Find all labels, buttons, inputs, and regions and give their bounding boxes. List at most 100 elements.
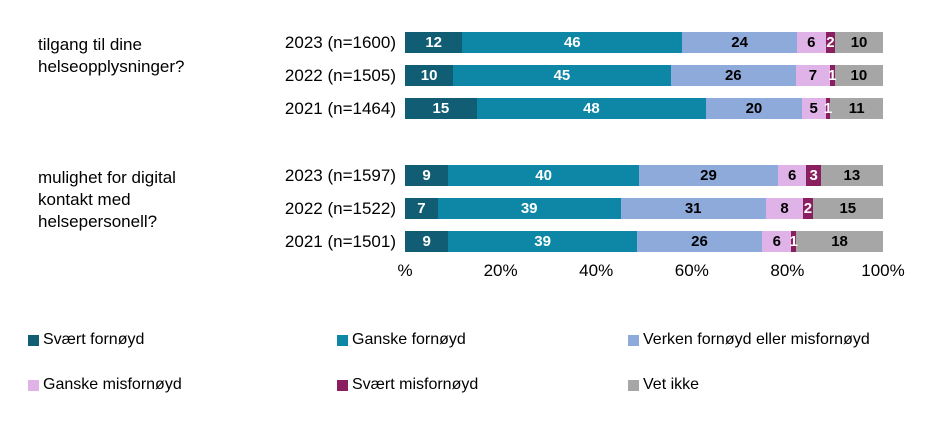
bar-segment: 15 — [405, 98, 477, 119]
segment-value: 13 — [843, 167, 861, 184]
bar-row: 2021 (n=1464) 15 48 20 5 1 11 — [237, 98, 937, 119]
segment-value: 29 — [700, 167, 717, 184]
legend-item: Vet ikke — [628, 375, 870, 395]
legend-item: Ganske fornøyd — [337, 330, 628, 350]
segment-value: 5 — [809, 100, 818, 117]
bar-segment: 9 — [405, 231, 449, 252]
legend: Svært fornøyd Ganske fornøyd Verken fornøy… — [28, 330, 870, 395]
legend-item: Ganske misfornøyd — [28, 375, 337, 395]
bar-segment: 20 — [706, 98, 802, 119]
segment-value: 2 — [803, 200, 813, 217]
axis-tick-label: 60% — [674, 261, 709, 280]
x-axis: % 20% 40% 60% 80% 100% — [397, 261, 904, 283]
legend-swatch-icon — [28, 334, 39, 346]
bar-segment: 26 — [636, 231, 763, 252]
bar-segment: 2 — [825, 32, 836, 53]
bar-segment: 46 — [462, 32, 683, 53]
segment-value: 7 — [808, 67, 818, 84]
bar-segment: 48 — [476, 98, 707, 119]
segment-value: 2 — [826, 34, 835, 51]
bar-segment: 15 — [812, 198, 883, 219]
stacked-bar: 7 39 31 8 2 15 — [405, 198, 883, 219]
question-group: mulighet for digital kontakt med helsepe… — [0, 165, 937, 264]
legend-swatch-icon — [337, 334, 348, 346]
legend-label: Ganske fornøyd — [352, 331, 466, 348]
segment-value: 40 — [535, 167, 552, 184]
axis-tick-label: 20% — [483, 261, 518, 280]
legend-swatch-icon — [28, 379, 39, 391]
axis-tick-label: % — [397, 261, 413, 280]
segment-value: 3 — [809, 167, 818, 184]
segment-value: 45 — [553, 67, 571, 84]
stacked-bar: 9 40 29 6 3 13 — [405, 165, 883, 186]
bar-segment: 3 — [806, 165, 821, 186]
segment-value: 6 — [772, 233, 781, 250]
legend-label: Verken fornøyd eller misfornøyd — [643, 331, 870, 348]
bar-row: 2022 (n=1522) 7 39 31 8 2 15 — [237, 198, 937, 219]
segment-value: 39 — [534, 233, 551, 250]
bar-segment: 31 — [620, 198, 766, 219]
segment-value: 18 — [831, 233, 848, 250]
segment-value: 1 — [823, 100, 833, 117]
segment-value: 15 — [839, 200, 857, 217]
bar-segment: 26 — [670, 65, 797, 86]
bar-segment: 6 — [762, 231, 792, 252]
stacked-bar: 15 48 20 5 1 11 — [405, 98, 883, 119]
bar-segment: 39 — [448, 231, 637, 252]
bar-segment: 6 — [777, 165, 807, 186]
segment-value: 1 — [828, 67, 837, 84]
segment-value: 24 — [731, 34, 748, 51]
stacked-bar: 10 45 26 7 1 10 — [405, 65, 883, 86]
segment-value: 39 — [520, 200, 538, 217]
segment-value: 7 — [417, 200, 426, 217]
bar-segment: 7 — [405, 198, 438, 219]
row-label: 2023 (n=1597) — [284, 165, 396, 185]
bar-segment: 39 — [437, 198, 621, 219]
legend-item: Svært misfornøyd — [337, 375, 628, 395]
segment-value: 8 — [780, 200, 789, 217]
group-label: tilgang til dine helseopplysninger? — [38, 35, 185, 76]
segment-value: 31 — [684, 200, 702, 217]
bar-segment: 2 — [803, 198, 813, 219]
group-label: mulighet for digital kontakt med helsepe… — [38, 168, 176, 231]
bar-segment: 10 — [835, 32, 883, 53]
group-rows: 2023 (n=1600) 12 46 24 6 2 10 2022 (n=1505) 10 45… — [237, 32, 937, 131]
bar-segment: 10 — [834, 65, 883, 86]
bar-row: 2023 (n=1600) 12 46 24 6 2 10 — [237, 32, 937, 53]
legend-label: Vet ikke — [643, 376, 700, 393]
segment-value: 20 — [745, 100, 763, 117]
stacked-bar: 9 39 26 6 1 18 — [405, 231, 883, 252]
segment-value: 46 — [563, 34, 581, 51]
bar-segment: 1 — [790, 231, 798, 252]
bar-segment: 40 — [448, 165, 640, 186]
question-group: tilgang til dine helseopplysninger? 2023 … — [0, 32, 937, 131]
axis-tick-label: 100% — [861, 261, 905, 280]
bar-row: 2022 (n=1505) 10 45 26 7 1 10 — [237, 65, 937, 86]
bar-segment: 24 — [682, 32, 797, 53]
bar-segment: 12 — [405, 32, 463, 53]
row-label: 2022 (n=1522) — [284, 198, 396, 218]
row-label: 2021 (n=1501) — [284, 231, 396, 251]
row-label: 2021 (n=1464) — [284, 98, 396, 118]
axis-tick-label: 80% — [770, 261, 805, 280]
segment-value: 10 — [850, 67, 868, 84]
legend-swatch-icon — [628, 379, 639, 391]
bar-segment: 1 — [823, 98, 833, 119]
segment-value: 11 — [848, 100, 865, 117]
segment-value: 26 — [691, 233, 708, 250]
legend-label: Svært fornøyd — [43, 331, 145, 348]
bar-segment: 8 — [765, 198, 804, 219]
legend-item: Verken fornøyd eller misfornøyd — [628, 330, 870, 350]
segment-value: 15 — [432, 100, 450, 117]
legend-item: Svært fornøyd — [28, 330, 337, 350]
segment-value: 9 — [422, 167, 431, 184]
segment-value: 10 — [420, 67, 438, 84]
stacked-bar: 12 46 24 6 2 10 — [405, 32, 883, 53]
chart-groups: tilgang til dine helseopplysninger? 2023 … — [0, 32, 937, 264]
segment-value: 9 — [422, 233, 431, 250]
bar-row: 2021 (n=1501) 9 39 26 6 1 18 — [237, 231, 937, 252]
row-label: 2023 (n=1600) — [284, 32, 396, 52]
bar-segment: 13 — [820, 165, 883, 186]
segment-value: 10 — [850, 34, 868, 51]
